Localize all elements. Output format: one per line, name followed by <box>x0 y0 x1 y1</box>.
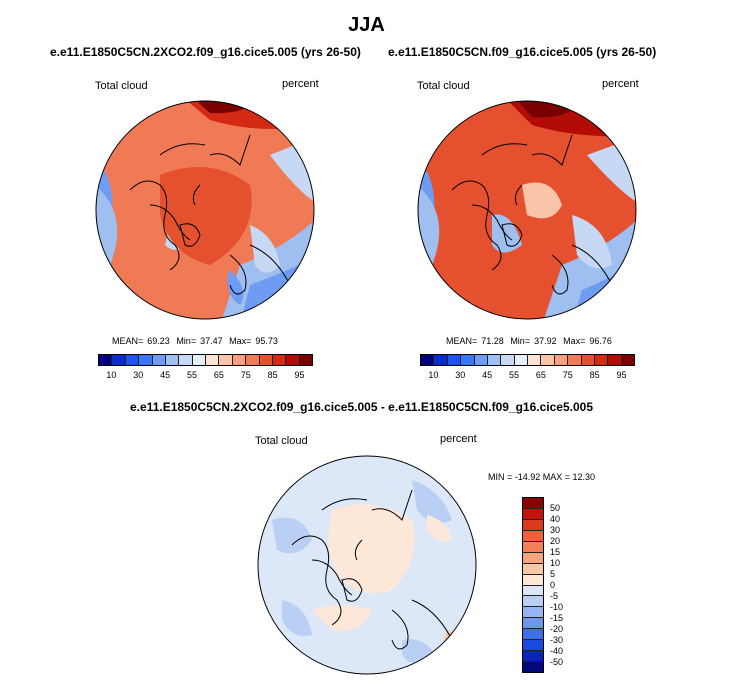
map-title-control: e.e11.E1850C5CN.f09_g16.cice5.005 (yrs 2… <box>388 45 657 59</box>
colorbar-tick-label: 45 <box>160 370 171 380</box>
colorbar-swatch <box>152 355 166 365</box>
colorbar-swatch <box>523 530 543 542</box>
colorbar-tick-label: 85 <box>267 370 278 380</box>
colorbar-swatch <box>523 607 543 619</box>
colorbar-swatch <box>232 355 247 365</box>
colorbar-tick-label: 75 <box>240 370 251 380</box>
colorbar-tick-label: 50 <box>550 503 561 513</box>
units-label-left: percent <box>282 78 319 90</box>
colorbar-tick-label: 10 <box>428 370 439 380</box>
colorbar-swatch <box>299 355 312 365</box>
colorbar-swatch <box>421 355 435 365</box>
variable-label-right: Total cloud <box>417 80 470 92</box>
colorbar-swatch <box>523 585 543 597</box>
colorbar-swatch <box>112 355 126 365</box>
colorbar-swatch <box>523 662 543 672</box>
colorbar-swatch <box>514 355 528 365</box>
colorbar-swatch <box>99 355 113 365</box>
stats-left: MEAN= 69.23 Min= 37.47 Max= 95.73 <box>112 336 278 346</box>
colorbar-tick-label: 5 <box>550 569 556 579</box>
colorbar-swatch <box>528 355 542 365</box>
colorbar-swatch <box>434 355 448 365</box>
colorbar-swatch <box>523 498 543 509</box>
colorbar-swatch <box>206 355 220 365</box>
colorbar-tick-label: 65 <box>213 370 224 380</box>
colorbar-swatch <box>192 355 206 365</box>
units-label-diff: percent <box>440 433 477 445</box>
colorbar-swatch <box>286 355 300 365</box>
colorbar-swatch <box>523 618 543 630</box>
colorbar-tick-label: 20 <box>550 536 561 546</box>
colorbar-tick-label: 85 <box>589 370 600 380</box>
colorbar-swatch <box>272 355 287 365</box>
colorbar-swatch <box>568 355 582 365</box>
colorbar-swatch <box>259 355 273 365</box>
colorbar-tick-label: -10 <box>550 602 564 612</box>
colorbar-tick-label: 75 <box>562 370 573 380</box>
colorbar-tick-label: 30 <box>550 525 561 535</box>
units-label-right: percent <box>602 78 639 90</box>
colorbar-tick-label: 30 <box>455 370 466 380</box>
colorbar-difference <box>522 497 544 673</box>
colorbar-tick-label: 95 <box>616 370 627 380</box>
colorbar-tick-label: -5 <box>550 591 559 601</box>
colorbar-swatch <box>621 355 634 365</box>
colorbar-tick-label: -15 <box>550 613 564 623</box>
colorbar-swatch <box>487 355 502 365</box>
colorbar-swatch <box>139 355 153 365</box>
diff-title: e.e11.E1850C5CN.2XCO2.f09_g16.cice5.005 … <box>130 400 593 414</box>
polar-map-control <box>417 100 637 320</box>
colorbar-tick-label: 95 <box>294 370 305 380</box>
colorbar-swatch <box>594 355 609 365</box>
colorbar-swatch <box>165 355 180 365</box>
variable-label-diff: Total cloud <box>255 435 308 447</box>
colorbar-ticks-difference: 50 40 30 20 15 10 5 0 -5 -10 -15 -20 -30 -40 -50 <box>550 497 580 673</box>
colorbar-swatch <box>179 355 193 365</box>
colorbar-swatch <box>219 355 233 365</box>
colorbar-tick-label: 30 <box>133 370 144 380</box>
colorbar-tick-label: -40 <box>550 646 564 656</box>
map-title-2xco2: e.e11.E1850C5CN.2XCO2.f09_g16.cice5.005 … <box>50 45 361 59</box>
colorbar-swatch <box>523 596 543 608</box>
colorbar-swatch <box>523 508 543 520</box>
variable-label-left: Total cloud <box>95 80 148 92</box>
colorbar-swatch <box>523 563 543 575</box>
colorbar-left <box>98 354 313 366</box>
diff-minmax: MIN = -14.92 MAX = 12.30 <box>488 472 596 482</box>
colorbar-swatch <box>554 355 569 365</box>
colorbar-tick-label: 55 <box>509 370 520 380</box>
colorbar-swatch <box>125 355 140 365</box>
colorbar-swatch <box>447 355 462 365</box>
colorbar-swatch <box>501 355 515 365</box>
colorbar-tick-label: 45 <box>482 370 493 380</box>
colorbar-swatch <box>474 355 488 365</box>
figure-title: JJA <box>348 14 385 36</box>
colorbar-tick-label: 10 <box>550 558 561 568</box>
colorbar-tick-label: 0 <box>550 580 556 590</box>
colorbar-swatch <box>523 552 543 564</box>
colorbar-tick-label: -20 <box>550 624 564 634</box>
polar-map-2xco2 <box>95 100 315 320</box>
colorbar-tick-label: 55 <box>187 370 198 380</box>
colorbar-swatch <box>581 355 595 365</box>
colorbar-tick-label: 10 <box>106 370 117 380</box>
colorbar-tick-label: 15 <box>550 547 561 557</box>
colorbar-swatch <box>541 355 555 365</box>
colorbar-swatch <box>461 355 475 365</box>
colorbar-swatch <box>608 355 622 365</box>
colorbar-tick-label: 65 <box>535 370 546 380</box>
colorbar-swatch <box>523 541 543 553</box>
colorbar-swatch <box>523 629 543 641</box>
colorbar-swatch <box>246 355 260 365</box>
colorbar-tick-label: 40 <box>550 514 561 524</box>
colorbar-swatch <box>523 651 543 663</box>
colorbar-swatch <box>523 519 543 531</box>
colorbar-swatch <box>523 574 543 586</box>
colorbar-tick-label: -50 <box>550 657 564 667</box>
colorbar-tick-label: -30 <box>550 635 564 645</box>
colorbar-swatch <box>523 640 543 652</box>
polar-map-difference <box>257 455 477 675</box>
colorbar-right <box>420 354 635 366</box>
stats-right: MEAN= 71.28 Min= 37.92 Max= 96.76 <box>446 336 612 346</box>
